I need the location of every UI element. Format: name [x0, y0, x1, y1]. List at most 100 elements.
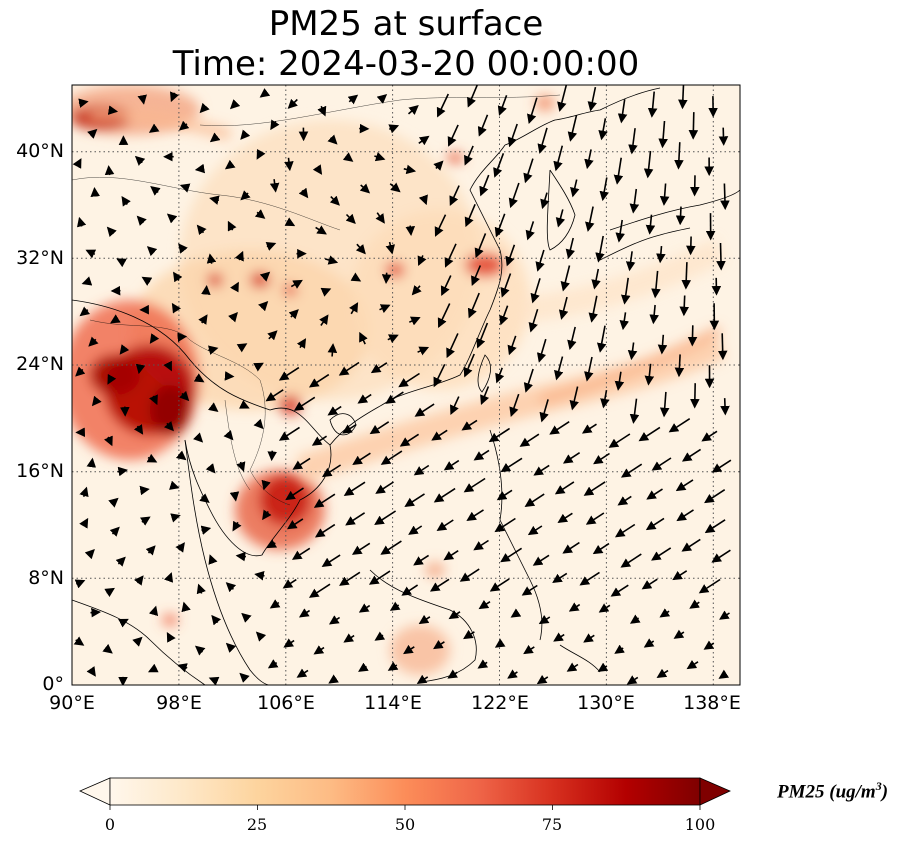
wind-arrow — [711, 549, 731, 563]
wind-arrow — [357, 393, 372, 404]
wind-arrow — [643, 638, 655, 648]
wind-arrow — [85, 249, 97, 259]
wind-arrow — [282, 578, 297, 589]
wind-arrow — [507, 123, 518, 148]
wind-arrow — [169, 480, 180, 490]
wind-arrow — [141, 276, 153, 286]
wind-arrow — [401, 584, 419, 596]
wind-arrow — [436, 93, 450, 118]
wind-arrow — [75, 366, 86, 377]
wind-arrow — [689, 599, 700, 609]
wind-arrow — [405, 225, 416, 236]
wind-arrow — [109, 526, 120, 537]
wind-arrow — [149, 394, 158, 406]
wind-arrow — [224, 371, 235, 381]
wind-arrow — [106, 226, 117, 237]
wind-arrow — [375, 481, 394, 494]
wind-arrow — [269, 179, 280, 193]
wind-arrow — [558, 296, 569, 320]
wind-arrow — [178, 243, 188, 254]
lat-label-0: 0° — [42, 673, 64, 695]
wind-arrow — [598, 603, 611, 613]
wind-arrow — [235, 551, 246, 562]
wind-arrow — [136, 215, 147, 226]
wind-arrow — [499, 305, 509, 326]
wind-arrow — [495, 367, 505, 384]
wind-arrow — [224, 159, 236, 170]
wind-arrow — [416, 674, 429, 684]
colorbar-tick-50: 50 — [394, 815, 416, 834]
wind-arrow — [239, 672, 250, 683]
wind-arrow — [565, 237, 576, 260]
wind-arrow — [278, 426, 300, 441]
wind-arrow — [579, 571, 600, 586]
wind-arrow — [166, 631, 176, 643]
wind-arrow — [527, 525, 543, 536]
wind-arrow — [716, 242, 726, 271]
wind-arrow — [626, 675, 639, 685]
wind-arrow — [240, 129, 251, 140]
wind-arrow — [418, 614, 431, 625]
wind-arrow — [448, 609, 461, 620]
wind-arrow — [567, 326, 577, 351]
wind-arrow — [84, 548, 95, 560]
wind-arrow — [614, 371, 625, 391]
wind-arrow — [358, 662, 369, 672]
wind-arrow — [298, 187, 309, 199]
wind-arrow — [647, 91, 658, 118]
wind-arrow — [73, 636, 85, 646]
wind-arrow — [433, 160, 444, 171]
wind-arrow — [91, 395, 102, 407]
wind-arrow — [398, 372, 420, 388]
wind-arrow — [317, 105, 327, 117]
wind-arrow — [389, 182, 401, 193]
wind-arrow — [672, 570, 688, 581]
wind-arrow — [403, 644, 415, 655]
wind-arrow — [413, 464, 430, 476]
wind-arrow — [343, 481, 366, 496]
wind-arrow — [345, 213, 356, 224]
wind-arrow — [570, 179, 580, 198]
lon-label-122: 122°E — [471, 692, 529, 714]
lon-label-98: 98°E — [156, 692, 202, 714]
wind-arrow — [177, 663, 188, 673]
wind-arrow — [148, 123, 160, 133]
wind-arrow — [241, 612, 252, 623]
wind-arrow — [480, 386, 490, 405]
wind-arrow — [610, 584, 629, 597]
wind-arrow — [164, 420, 174, 432]
wind-arrow — [592, 542, 610, 555]
wind-arrow — [296, 338, 307, 349]
wind-arrow — [583, 633, 595, 643]
wind-arrow — [519, 433, 540, 447]
wind-arrow — [466, 509, 484, 521]
lat-label-24: 24°N — [16, 353, 64, 375]
wind-arrow — [320, 287, 332, 297]
wind-arrow — [267, 330, 278, 341]
wind-arrow — [351, 542, 371, 555]
wind-arrow — [104, 435, 113, 447]
wind-arrow — [681, 262, 692, 290]
wind-arrow — [497, 95, 508, 116]
wind-arrow — [568, 602, 581, 612]
wind-arrow — [403, 164, 417, 175]
wind-arrow — [312, 164, 323, 175]
wind-arrow — [284, 157, 294, 172]
map-title-line1: PM25 at surface — [268, 4, 544, 44]
colorbar-title-end: ) — [881, 781, 889, 803]
wind-arrow — [74, 579, 86, 589]
wind-arrow — [444, 243, 457, 268]
wind-arrow — [256, 148, 266, 160]
wind-arrow — [533, 464, 550, 476]
wind-arrow — [283, 638, 295, 648]
colorbar-tick-25: 25 — [246, 815, 268, 834]
wind-arrow — [179, 390, 190, 402]
wind-arrow — [150, 186, 161, 196]
wind-arrow — [175, 450, 187, 461]
wind-arrow — [228, 312, 238, 323]
wind-arrow — [569, 386, 579, 411]
wind-arrow — [321, 554, 341, 567]
wind-arrow — [585, 206, 595, 232]
wind-arrow — [293, 396, 316, 411]
wind-arrow — [418, 194, 428, 206]
